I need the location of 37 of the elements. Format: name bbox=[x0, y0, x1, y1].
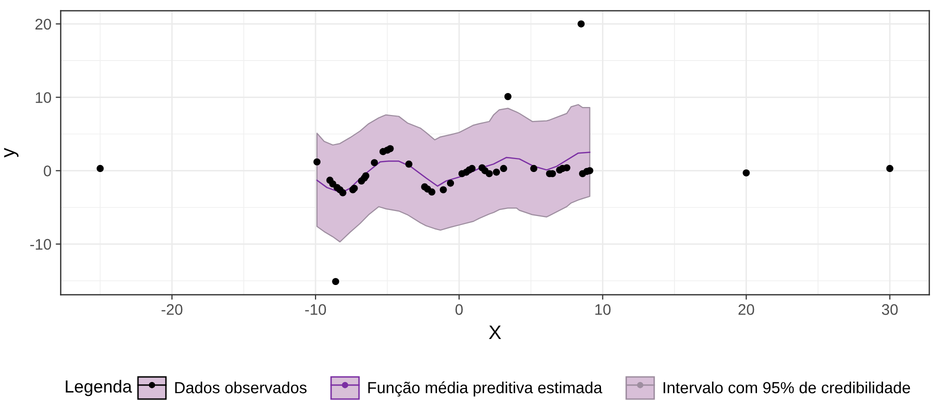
point bbox=[886, 164, 894, 172]
y-tick-label: 20 bbox=[35, 18, 52, 30]
point bbox=[362, 172, 370, 180]
legend-label: Dados observados bbox=[175, 382, 307, 394]
x-tick-label: -20 bbox=[162, 304, 182, 315]
x-tick-label: -10 bbox=[305, 304, 326, 315]
point bbox=[530, 164, 538, 172]
point bbox=[96, 164, 104, 172]
x-tick-label: 0 bbox=[455, 304, 463, 315]
legend-label: Intervalo com 95% de credibilidade bbox=[664, 382, 910, 394]
point bbox=[504, 93, 512, 100]
point bbox=[500, 164, 508, 172]
x-tick-label: 30 bbox=[882, 304, 898, 315]
y-tick-label: 10 bbox=[36, 92, 52, 103]
legend-label: Função média preditiva estimada bbox=[368, 381, 602, 397]
x-axis-title: X bbox=[488, 326, 502, 340]
point bbox=[446, 180, 454, 187]
point bbox=[332, 278, 340, 286]
point bbox=[313, 158, 321, 166]
point bbox=[578, 20, 585, 28]
point bbox=[428, 188, 436, 196]
x-tick-label: 20 bbox=[738, 304, 754, 315]
point bbox=[468, 164, 476, 172]
x-tick-label: 10 bbox=[595, 304, 611, 315]
legend-title: Legenda bbox=[66, 380, 132, 396]
y-tick-label: -10 bbox=[30, 238, 52, 250]
point bbox=[339, 189, 346, 196]
point bbox=[440, 186, 447, 194]
point bbox=[386, 145, 394, 152]
point bbox=[563, 164, 570, 172]
point bbox=[486, 170, 493, 178]
point bbox=[492, 168, 500, 176]
y-axis-title: y bbox=[4, 148, 18, 158]
y-tick-label: 0 bbox=[44, 166, 52, 176]
point bbox=[742, 169, 750, 176]
point bbox=[405, 160, 412, 168]
point bbox=[370, 159, 378, 166]
